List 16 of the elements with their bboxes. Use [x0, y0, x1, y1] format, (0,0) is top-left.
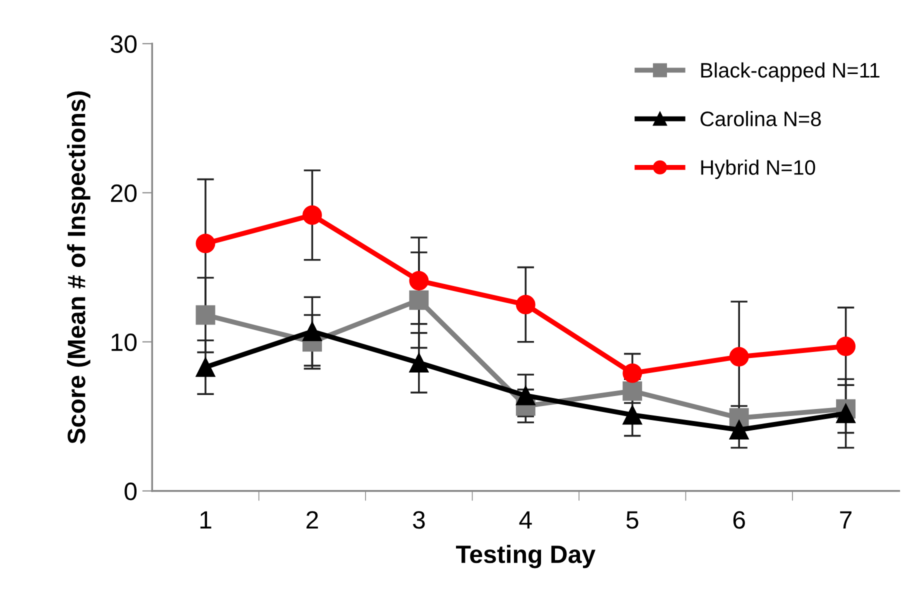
x-tick-label: 7 [840, 511, 852, 529]
x-tick-label: 6 [733, 511, 745, 529]
y-axis-title: Score (Mean # of Inspections) [67, 91, 90, 444]
y-tick-label: 0 [124, 482, 137, 500]
y-tick-label: 20 [111, 184, 137, 202]
legend-label: Hybrid N=10 [701, 160, 816, 179]
x-tick-label: 2 [306, 511, 318, 529]
x-tick-label: 4 [519, 511, 532, 529]
x-tick-label: 5 [626, 511, 638, 529]
y-tick-label: 30 [110, 35, 137, 53]
legend-label: Black-capped N=11 [701, 62, 880, 82]
x-tick-label: 3 [412, 511, 425, 529]
legend-label: Carolina N=8 [700, 110, 821, 126]
x-tick-label: 1 [200, 511, 212, 529]
y-tick-label: 10 [112, 333, 137, 352]
x-axis-title: Testing Day [456, 544, 596, 568]
